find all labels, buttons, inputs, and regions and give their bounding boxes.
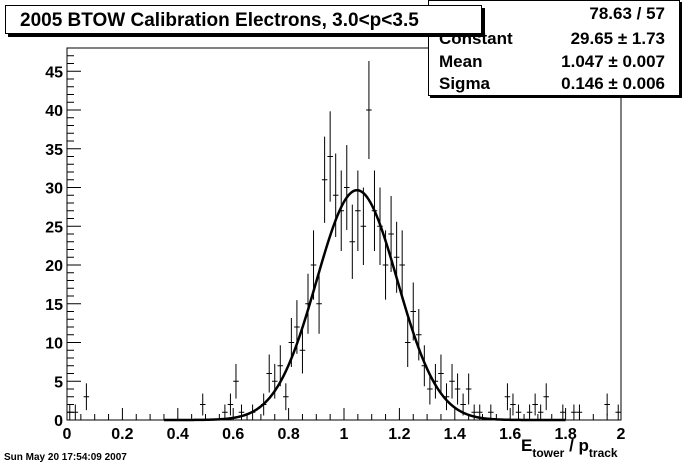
data-point — [227, 393, 234, 416]
data-point — [67, 404, 73, 420]
data-point — [327, 111, 333, 202]
gaussian-fit-curve — [163, 188, 566, 422]
axis-ticks — [66, 55, 622, 421]
data-point — [321, 136, 328, 223]
data-points — [67, 60, 621, 420]
data-point — [465, 373, 472, 405]
plot-frame-rect — [66, 47, 622, 421]
stats-row-mean: Mean 1.047 ± 0.007 — [429, 51, 679, 73]
data-point — [510, 393, 516, 416]
x-axis-title-sub2: track — [588, 446, 618, 460]
y-tick-label: 15 — [45, 297, 63, 314]
y-tick-label: 35 — [45, 142, 63, 159]
data-point — [576, 404, 583, 420]
data-point — [360, 187, 367, 265]
plot-frame — [66, 47, 622, 421]
stats-value: 78.63 / 57 — [589, 4, 665, 23]
stats-key: Mean — [439, 52, 483, 71]
x-tick-label: 2 — [617, 426, 626, 443]
data-point — [604, 393, 610, 416]
data-point — [72, 404, 79, 420]
y-tick-label: 10 — [45, 336, 63, 353]
y-tick-label: 45 — [45, 64, 63, 81]
y-tick-label: 25 — [45, 219, 63, 236]
chart-title: 2005 BTOW Calibration Electrons, 3.0<p<3… — [5, 5, 482, 34]
x-axis-title: Etower / ptrack — [521, 436, 618, 460]
data-point — [316, 273, 322, 334]
data-point — [537, 404, 544, 420]
data-point — [238, 404, 245, 420]
x-tick-label: 1.6 — [499, 426, 521, 443]
stats-value: 0.146 ± 0.006 — [561, 74, 665, 93]
stats-key: Sigma — [439, 74, 491, 93]
x-tick-label: 1 — [340, 426, 349, 443]
timestamp-footer: Sun May 20 17:54:09 2007 — [4, 452, 127, 463]
x-tick-label: 0 — [63, 426, 72, 443]
x-axis-title-main: E — [521, 436, 533, 455]
data-point — [504, 383, 511, 411]
data-point — [283, 383, 289, 411]
data-point — [299, 327, 306, 374]
y-tick-label: 40 — [45, 103, 63, 120]
data-point — [515, 404, 522, 420]
data-point — [488, 404, 494, 420]
fit-stats-box: χ² / ndf 78.63 / 57 Constant 29.65 ± 1.7… — [387, 0, 680, 96]
data-point — [427, 373, 433, 405]
x-axis-title-sub1: tower — [532, 446, 565, 460]
x-tick-label: 0.2 — [111, 426, 133, 443]
data-point — [404, 317, 411, 368]
stats-value: 1.047 ± 0.007 — [561, 52, 665, 71]
data-point — [355, 170, 361, 252]
x-tick-label: 1.4 — [444, 426, 466, 443]
x-tick-label: 1.8 — [554, 426, 576, 443]
data-point — [233, 363, 239, 399]
data-point — [526, 404, 533, 420]
x-tick-label: 1.2 — [388, 426, 410, 443]
axis-tick-labels: 0 0.2 0.4 0.6 0.8 1 1.2 1.4 1.6 1.8 20510152025303… — [45, 64, 625, 443]
x-tick-label: 0.6 — [222, 426, 244, 443]
data-point — [366, 60, 372, 160]
x-tick-label: 0.8 — [277, 426, 299, 443]
y-tick-label: 0 — [54, 413, 63, 430]
data-point — [349, 204, 356, 279]
data-point — [83, 383, 90, 411]
data-point — [615, 404, 621, 420]
data-point — [266, 354, 272, 393]
stats-value: 29.65 ± 1.73 — [570, 29, 665, 48]
data-point — [399, 230, 405, 300]
y-tick-label: 20 — [45, 258, 63, 275]
stats-row-sigma: Sigma 0.146 ± 0.006 — [429, 73, 679, 95]
data-point — [449, 363, 455, 399]
data-point — [199, 393, 206, 416]
data-point — [454, 373, 461, 405]
y-tick-label: 5 — [54, 374, 63, 391]
data-point — [571, 404, 577, 420]
data-point — [532, 393, 538, 416]
y-tick-label: 30 — [45, 181, 63, 198]
data-point — [438, 354, 444, 393]
data-point — [344, 145, 350, 230]
x-tick-label: 0.4 — [167, 426, 189, 443]
data-point — [222, 404, 228, 420]
data-point — [543, 383, 549, 411]
data-point — [560, 404, 566, 420]
x-axis-title-sep: / p — [564, 436, 589, 455]
